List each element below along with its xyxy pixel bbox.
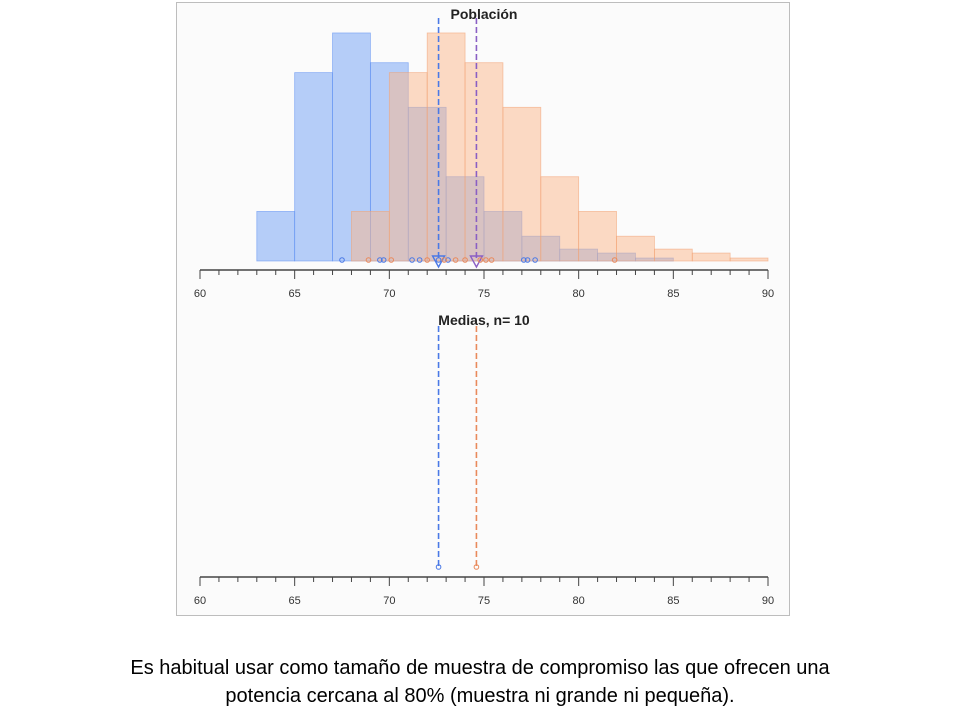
histogram-bar — [502, 106, 542, 262]
sample-point — [441, 257, 448, 263]
x-tick-label: 85 — [667, 595, 679, 607]
histogram-bar — [294, 72, 333, 262]
histogram-bar — [540, 176, 580, 262]
histogram-bar — [351, 211, 390, 262]
sample-point — [380, 257, 387, 263]
histogram-bar — [616, 235, 655, 262]
sample-point — [452, 257, 459, 263]
sample-point — [377, 257, 383, 263]
sample-points — [339, 257, 618, 263]
histogram-bar — [256, 211, 296, 262]
x-axis-bottom: 60 65 70 75 80 85 90 — [194, 576, 774, 607]
sample-point — [611, 257, 618, 263]
caption-line-1: Es habitual usar como tamaño de muestra … — [130, 657, 830, 679]
mean-point — [473, 564, 480, 570]
x-tick-label: 65 — [289, 288, 301, 300]
x-tick-label: 85 — [667, 288, 679, 300]
mean-marker — [431, 255, 446, 269]
x-tick-label: 65 — [289, 595, 301, 607]
mean-marker — [469, 255, 484, 269]
x-tick-label: 75 — [478, 288, 490, 300]
mean-lines-bottom — [437, 326, 478, 566]
sample-point — [424, 257, 431, 263]
histogram-bar — [729, 257, 769, 262]
x-tick-label: 70 — [383, 288, 395, 300]
caption-line-2: potencia cercana al 80% (muestra ni gran… — [225, 685, 735, 707]
sample-point — [483, 257, 489, 263]
mean-points — [435, 564, 480, 570]
histogram-bar — [578, 211, 617, 262]
x-tick-label: 90 — [762, 288, 774, 300]
x-tick-label: 75 — [478, 595, 490, 607]
sample-point — [462, 257, 468, 263]
sample-point — [477, 257, 484, 263]
histogram-bars — [256, 32, 769, 262]
histogram-bar — [426, 32, 466, 262]
histogram-bar — [691, 252, 731, 262]
sample-point — [409, 257, 415, 263]
x-tick-label: 80 — [573, 595, 585, 607]
sample-point — [416, 257, 423, 263]
chart-figure: Población 60 65 70 75 80 85 90 Medias, n= 10 6… — [194, 6, 774, 607]
sample-point — [365, 257, 372, 263]
x-tick-label: 80 — [573, 288, 585, 300]
population-histogram: Población 60 65 70 75 80 85 90 — [194, 6, 774, 300]
mean-point — [435, 564, 442, 570]
x-tick-label: 70 — [383, 595, 395, 607]
histogram-bar — [388, 72, 428, 262]
chart-title-poblacion: Población — [451, 6, 518, 22]
sample-point — [445, 257, 451, 263]
histogram-bar — [464, 62, 504, 262]
means-panel: Medias, n= 10 60 65 70 75 80 85 90 — [194, 312, 774, 607]
histogram-bar — [654, 248, 693, 262]
sample-point — [339, 257, 345, 263]
x-axis-top: 60 65 70 75 80 85 90 — [194, 269, 774, 300]
sample-point — [488, 257, 495, 263]
slide-caption: Es habitual usar como tamaño de muestra … — [30, 654, 930, 710]
sample-point — [388, 257, 395, 263]
sample-point — [524, 257, 531, 263]
x-tick-label: 90 — [762, 595, 774, 607]
mean-lines — [431, 18, 484, 269]
x-tick-label: 60 — [194, 595, 206, 607]
sample-point — [435, 257, 442, 263]
chart-title-medias: Medias, n= 10 — [438, 312, 530, 328]
sample-point — [532, 257, 538, 263]
sample-point — [520, 257, 527, 263]
x-tick-label: 60 — [194, 288, 206, 300]
